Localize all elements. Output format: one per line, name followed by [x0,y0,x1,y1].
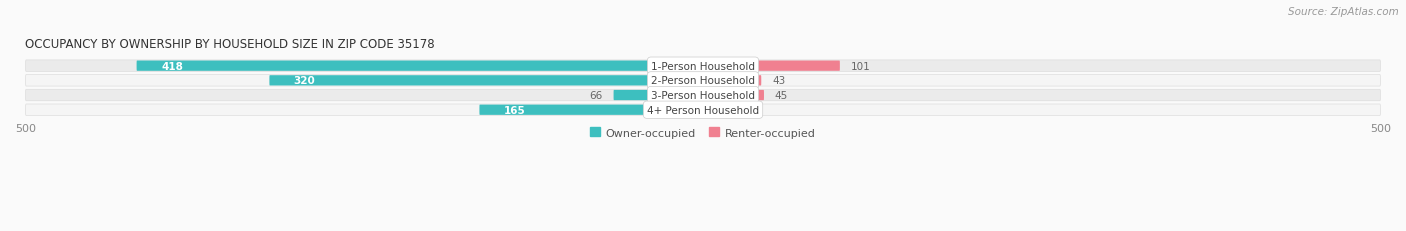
Text: 4+ Person Household: 4+ Person Household [647,105,759,115]
Text: 101: 101 [851,61,870,71]
Legend: Owner-occupied, Renter-occupied: Owner-occupied, Renter-occupied [586,123,820,143]
Text: 18: 18 [738,105,751,115]
Text: Source: ZipAtlas.com: Source: ZipAtlas.com [1288,7,1399,17]
Text: 43: 43 [772,76,786,86]
Text: 320: 320 [294,76,315,86]
Text: 165: 165 [503,105,526,115]
FancyBboxPatch shape [703,61,839,71]
FancyBboxPatch shape [25,75,1381,87]
FancyBboxPatch shape [703,91,763,101]
FancyBboxPatch shape [25,105,1381,116]
Text: OCCUPANCY BY OWNERSHIP BY HOUSEHOLD SIZE IN ZIP CODE 35178: OCCUPANCY BY OWNERSHIP BY HOUSEHOLD SIZE… [25,38,434,51]
Text: 2-Person Household: 2-Person Household [651,76,755,86]
FancyBboxPatch shape [479,105,703,115]
FancyBboxPatch shape [25,61,1381,72]
FancyBboxPatch shape [270,76,703,86]
Text: 1-Person Household: 1-Person Household [651,61,755,71]
Text: 418: 418 [162,61,183,71]
FancyBboxPatch shape [703,76,761,86]
Text: 66: 66 [589,91,603,100]
Text: 45: 45 [775,91,789,100]
FancyBboxPatch shape [613,91,703,101]
FancyBboxPatch shape [703,105,727,115]
Text: 3-Person Household: 3-Person Household [651,91,755,100]
FancyBboxPatch shape [25,90,1381,101]
FancyBboxPatch shape [136,61,703,71]
